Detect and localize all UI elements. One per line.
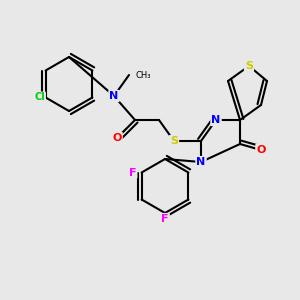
Text: CH₃: CH₃	[135, 70, 151, 80]
Text: S: S	[245, 61, 253, 71]
Text: N: N	[212, 115, 220, 125]
Text: N: N	[110, 91, 118, 101]
Text: S: S	[170, 136, 178, 146]
Text: O: O	[256, 145, 266, 155]
Text: O: O	[112, 133, 122, 143]
Text: N: N	[196, 157, 206, 167]
Text: F: F	[161, 214, 169, 224]
Text: Cl: Cl	[34, 92, 45, 103]
Text: F: F	[129, 167, 136, 178]
